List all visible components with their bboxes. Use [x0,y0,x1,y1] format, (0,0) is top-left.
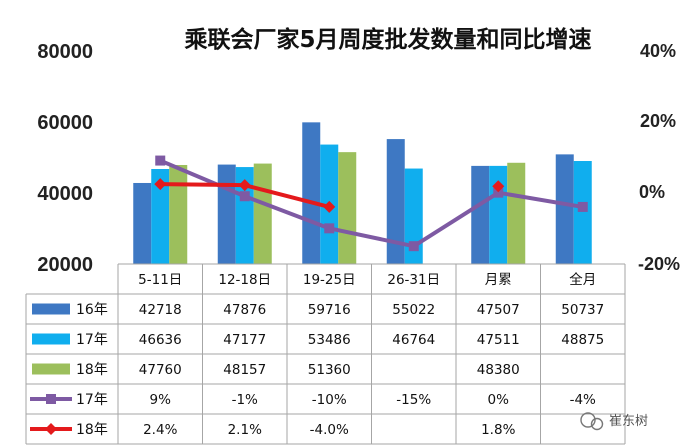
data-label: -15% [396,392,431,408]
data-label: 2.1% [228,422,262,438]
left-tick-60000: 60000 [37,112,93,134]
wechat-icon [580,412,596,428]
watermark-text: 崔东树 [609,413,648,429]
data-label: 51360 [308,362,351,378]
left-tick-80000: 80000 [37,41,93,63]
bar-16年-全月 [555,154,574,264]
legend-label-18年: 18年 [76,362,108,378]
category-label: 5-11日 [138,272,182,288]
bar-18年-5-11日 [169,164,188,264]
legend-key-marker-17年 [46,394,56,404]
bar-17年-26-31日 [404,168,423,264]
legend-key-bar-16年 [32,303,70,315]
bar-16年-26-31日 [386,139,405,264]
data-label: 1.8% [481,422,515,438]
chart-title: 乘联会厂家5月周度批发数量和同比增速 [183,26,591,53]
data-label: -1% [232,392,258,408]
data-label: 46636 [139,332,182,348]
legend-key-marker-18年 [45,423,57,435]
data-label: 9% [150,392,172,408]
data-label: 53486 [308,332,351,348]
data-label: 59716 [308,302,351,318]
data-label: 42718 [139,302,182,318]
line-17年-segment-0 [159,158,584,249]
data-label: 2.4% [143,422,177,438]
data-label: 48380 [477,362,520,378]
legend-key-bar-17年 [32,333,70,345]
wechat-icon-bubble [590,417,604,431]
marker-17年-19-25日 [324,223,335,234]
bar-16年-19-25日 [302,122,321,264]
data-label: -10% [312,392,347,408]
bar-16年-5-11日 [133,182,152,264]
marker-18年-月累 [492,180,505,193]
data-label: 55022 [392,302,435,318]
bar-17年-5-11日 [151,168,170,264]
category-label: 全月 [569,271,596,288]
right-tick-40pct: 40% [640,41,676,61]
right-tick-minus20pct: -20% [638,254,680,274]
data-label: 47876 [223,302,266,318]
legend-label-17年: 17年 [76,332,108,348]
marker-18年-19-25日 [323,200,336,213]
legend-key-bar-18年 [32,363,70,375]
marker-18年-12-18日 [238,179,251,192]
data-label: 47507 [477,302,520,318]
left-axis-ticks: 80000 60000 40000 20000 [37,41,93,276]
data-label: 50737 [561,302,604,318]
bar-18年-19-25日 [338,152,357,264]
right-tick-0pct: 0% [639,182,665,202]
marker-17年-26-31日 [408,241,419,252]
data-label: 48875 [561,332,604,348]
left-tick-20000: 20000 [37,254,93,276]
data-label: 0% [488,392,510,408]
marker-17年-5-11日 [155,155,166,166]
data-label: 47177 [223,332,266,348]
bar-18年-12-18日 [253,163,272,264]
marker-18年-5-11日 [154,178,167,191]
category-label: 26-31日 [387,272,440,288]
data-label: 47760 [139,362,182,378]
bar-16年-12-18日 [217,164,236,264]
data-label: -4.0% [310,422,349,438]
data-label: 47511 [477,332,520,348]
right-axis-ticks: 40% 20% 0% -20% [638,41,680,274]
bar-18年-月累 [507,162,526,264]
marker-17年-12-18日 [239,191,250,202]
bar-16年-月累 [471,165,490,264]
right-tick-20pct: 20% [640,111,676,131]
category-label: 12-18日 [218,272,271,288]
left-tick-40000: 40000 [37,183,93,205]
data-label: 46764 [392,332,435,348]
bars [133,122,592,264]
legend-label-17年: 17年 [76,392,108,408]
marker-17年-月累 [493,187,504,198]
data-label: -4% [570,392,596,408]
category-label: 19-25日 [303,272,356,288]
bar-17年-全月 [573,161,592,264]
watermark: 崔东树 [580,412,648,431]
lines [154,155,588,252]
legend-label-16年: 16年 [76,302,108,318]
category-label: 月累 [485,272,512,288]
legend-label-18年: 18年 [76,422,108,438]
marker-17年-全月 [577,201,588,212]
data-label: 48157 [223,362,266,378]
data-table: 5-11日 12-18日 19-25日 26-31日 月累 全月 16年 42718 47876… [25,263,626,445]
